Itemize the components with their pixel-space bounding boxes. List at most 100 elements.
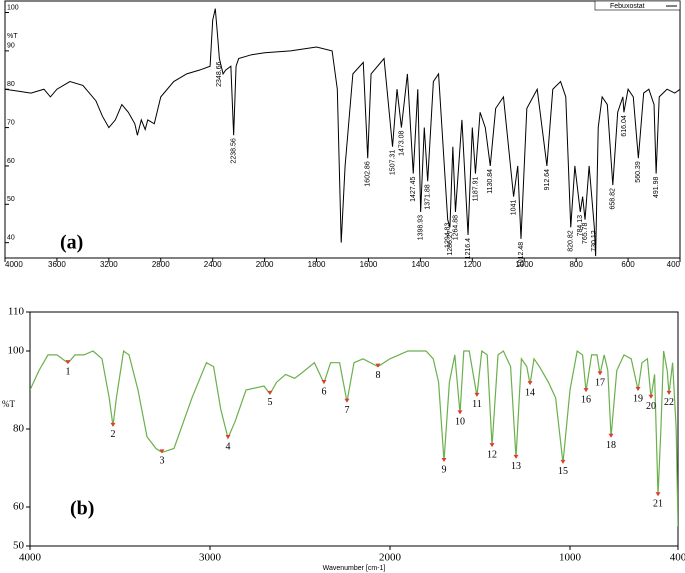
y-tick-label: 60: [7, 158, 15, 165]
peak-number: 19: [633, 393, 643, 404]
y-tick-label: 80: [7, 81, 15, 88]
spectrum-line: [30, 349, 678, 527]
peak-number: 18: [606, 440, 616, 451]
peak-label: 2348.66: [216, 61, 223, 86]
peak-label: 1012.48: [518, 242, 525, 267]
peak-marker: [560, 459, 566, 464]
x-tick-label: 2000: [256, 260, 274, 269]
peak-label: 658.82: [610, 188, 617, 210]
peak-marker: [608, 433, 614, 438]
y-tick-label: 50: [13, 540, 25, 552]
x-tick-label: 4000: [19, 552, 42, 564]
y-tick-label: 100: [7, 4, 19, 11]
peak-number: 21: [653, 499, 663, 510]
peak-number: 8: [375, 370, 380, 381]
x-tick-label: 400: [667, 260, 681, 269]
x-tick-label: 2800: [152, 260, 170, 269]
peak-label: 1130.84: [487, 169, 494, 194]
peak-label: 1507.31: [389, 150, 396, 175]
x-tick-label: 1200: [463, 260, 481, 269]
peak-number: 9: [442, 464, 447, 475]
peak-number: 10: [455, 417, 465, 428]
peak-marker: [474, 392, 480, 397]
peak-number: 17: [595, 378, 605, 389]
x-tick-label: 3600: [48, 260, 66, 269]
peak-number: 14: [525, 387, 535, 398]
x-tick-label: 3000: [199, 552, 222, 564]
peak-marker: [65, 360, 71, 365]
plot-frame: [29, 311, 679, 547]
x-tick-label: 1600: [360, 260, 378, 269]
peak-marker: [225, 434, 231, 439]
x-tick-label: 600: [621, 260, 635, 269]
peak-number: 15: [558, 466, 568, 477]
peak-label: 765.78: [582, 223, 589, 245]
x-tick-label: 400: [670, 552, 685, 564]
y-tick-label: 80: [13, 423, 25, 435]
peak-marker: [635, 387, 641, 391]
peak-number: 13: [511, 461, 521, 472]
peak-label: 1286.27: [447, 230, 454, 255]
peak-marker: [457, 410, 463, 415]
peak-marker: [583, 388, 589, 393]
peak-marker: [441, 457, 447, 462]
x-tick-label: 800: [569, 260, 583, 269]
peak-label: 1427.45: [410, 177, 417, 202]
peak-number: 12: [487, 449, 497, 460]
x-tick-label: 1400: [411, 260, 429, 269]
peak-label: 1187.91: [472, 177, 479, 202]
plot-frame: [4, 0, 681, 259]
peak-label: 1473.08: [398, 130, 405, 155]
y-axis-label: %T: [2, 399, 15, 409]
peak-label: 1294.83: [445, 223, 452, 248]
peak-label: 616.04: [621, 115, 628, 137]
peak-marker: [159, 449, 165, 454]
peak-label: 820.82: [568, 230, 575, 252]
peak-number: 2: [110, 429, 115, 440]
peak-number: 16: [581, 394, 591, 405]
peak-label: 1264.88: [452, 215, 459, 240]
peak-label: 1398.93: [418, 215, 425, 240]
peak-label: 1602.86: [365, 161, 372, 186]
peak-label: 784.13: [577, 215, 584, 237]
y-tick-label: 50: [7, 196, 15, 203]
peak-number: 5: [267, 397, 272, 408]
x-tick-label: 2000: [379, 552, 402, 564]
y-tick-label: 70: [7, 119, 15, 126]
peak-label: 730.12: [591, 230, 598, 252]
peak-number: 6: [321, 386, 326, 397]
y-axis-label: %T: [7, 33, 18, 40]
y-tick-label: 110: [8, 306, 25, 318]
x-tick-label: 1000: [515, 260, 533, 269]
peak-label: 1041: [510, 200, 517, 216]
peak-marker: [375, 363, 381, 368]
peak-marker: [655, 492, 661, 497]
peak-label: 491.98: [653, 177, 660, 199]
y-tick-label: 60: [13, 501, 25, 513]
x-tick-label: 1000: [559, 552, 582, 564]
peak-marker: [666, 390, 672, 395]
panel-label: (a): [60, 232, 83, 254]
peak-marker: [648, 394, 654, 399]
peak-number: 22: [664, 397, 674, 408]
peak-number: 11: [472, 399, 482, 410]
peak-marker: [321, 379, 327, 384]
peak-number: 7: [344, 405, 349, 416]
panel-label: (b): [70, 498, 94, 520]
peak-label: 912.64: [544, 169, 551, 191]
peak-marker: [489, 443, 495, 448]
x-tick-label: 1800: [308, 260, 326, 269]
peak-label: 560.39: [635, 161, 642, 183]
x-tick-label: 2400: [204, 260, 222, 269]
peak-marker: [110, 422, 116, 427]
peak-label: 1371.88: [425, 184, 432, 209]
peak-marker: [597, 371, 603, 376]
peak-label: 1216.4: [465, 238, 472, 260]
x-tick-label: 3200: [100, 260, 118, 269]
peak-marker: [527, 381, 533, 386]
peak-label: 2238.56: [230, 138, 237, 163]
peak-marker: [513, 454, 519, 459]
peak-number: 1: [65, 366, 70, 377]
peak-number: 20: [646, 401, 656, 412]
